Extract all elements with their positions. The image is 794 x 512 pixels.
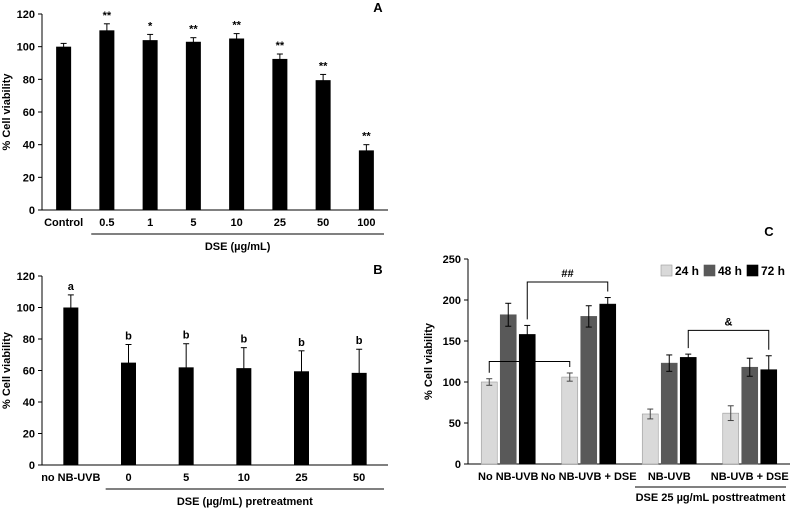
bar [99,30,115,211]
x-tick-label: 100 [357,217,375,229]
y-tick-label: 0 [29,460,35,472]
significance-label: b [298,337,305,349]
bar [121,362,136,465]
legend-swatch [746,264,759,277]
significance-label: & [725,316,733,328]
x-tick-label: No NB-UVB [478,471,539,483]
significance-bracket [488,361,571,373]
x-axis-title: DSE (µg/mL) [205,241,271,253]
y-tick-label: 200 [443,295,461,307]
bar [660,362,678,465]
y-tick-label: 100 [17,42,35,54]
x-tick-label: 10 [231,217,243,229]
bar [236,368,252,465]
legend-label: 72 h [761,264,785,278]
significance-label: a [68,281,75,293]
significance-bracket [526,281,609,320]
chart-panel-b: 0 20 40 60 80 100 120 a no NB-UVB b 0 b 5 b 10 b 25 b 50 DS… [1,262,388,508]
y-tick-label: 120 [17,9,35,21]
y-tick-label: 20 [23,172,35,184]
x-tick-label: 50 [353,472,365,484]
significance-label: ** [319,60,328,72]
y-tick-label: 100 [443,377,461,389]
bar [480,381,498,465]
significance-label: ** [276,40,285,52]
bar [599,303,617,465]
x-tick-label: No NB-UVB + DSE [541,471,637,483]
significance-label: b [240,334,247,346]
y-tick-label: 50 [449,418,461,430]
panel-label: B [373,262,382,277]
x-tick-label: 0 [125,472,131,484]
significance-label: ** [103,10,112,22]
x-tick-label: Control [44,217,83,229]
y-tick-label: 0 [29,205,35,217]
chart-panel-c: 0 50 100 150 200 250 No NB-UVB No NB-UVB + DSE N… [423,224,790,504]
bar [294,371,309,465]
chart-panel-a: 0 20 40 60 80 100 120 Control ** 0.5 * 1 ** 5 ** 10 ** 25… [1,0,388,253]
x-tick-label: no NB-UVB [41,472,100,484]
bar [580,316,598,465]
significance-label: ## [561,268,573,280]
bar [358,150,374,210]
y-tick-label: 40 [23,140,35,152]
bar [351,372,367,465]
y-tick-label: 100 [17,303,35,315]
significance-label: * [148,20,153,32]
x-tick-label: NB-UVB [648,471,691,483]
y-tick-label: 250 [443,254,461,266]
significance-label: ** [362,131,371,143]
y-tick-label: 120 [17,271,35,283]
x-tick-label: 10 [238,472,250,484]
bar [63,307,79,465]
x-tick-label: 0.5 [99,217,114,229]
bar [142,40,158,211]
x-axis-title: DSE 25 µg/mL posttreatment [636,492,786,504]
bar [178,367,194,465]
x-axis-title: DSE (µg/mL) pretreatment [177,496,313,508]
y-tick-label: 20 [23,429,35,441]
x-tick-label: NB-UVB + DSE [711,471,789,483]
bar [56,46,72,210]
legend-label: 24 h [675,264,699,278]
legend-swatch [703,264,716,277]
significance-label: ** [189,24,198,36]
legend-label: 48 h [718,264,742,278]
panel-label: C [764,224,774,239]
bar [272,58,288,210]
panel-label: A [373,0,383,15]
y-tick-label: 80 [23,74,35,86]
significance-label: * [527,348,532,360]
legend-swatch [660,264,673,277]
bar [679,357,697,465]
bar [499,314,517,465]
significance-label: b [125,331,132,343]
x-tick-label: 25 [274,217,286,229]
x-tick-label: 1 [147,217,153,229]
bar [229,38,245,210]
bar [561,376,579,465]
y-tick-label: 80 [23,334,35,346]
x-tick-label: 5 [190,217,196,229]
significance-bracket [687,329,770,350]
y-axis-title: % Cell viability [1,331,13,409]
x-tick-label: 50 [317,217,329,229]
bar [185,41,201,211]
significance-label: b [356,335,363,347]
significance-label: b [183,330,190,342]
y-tick-label: 150 [443,336,461,348]
y-axis-title: % Cell viability [1,73,13,151]
bar [315,80,331,211]
y-tick-label: 40 [23,397,35,409]
y-axis-title: % Cell viability [423,322,435,400]
x-tick-label: 25 [295,472,307,484]
significance-label: ** [232,20,241,32]
y-tick-label: 60 [23,366,35,378]
bar [641,413,659,465]
x-tick-label: 5 [183,472,189,484]
bar [741,366,759,465]
y-tick-label: 0 [455,459,461,471]
y-tick-label: 60 [23,107,35,119]
